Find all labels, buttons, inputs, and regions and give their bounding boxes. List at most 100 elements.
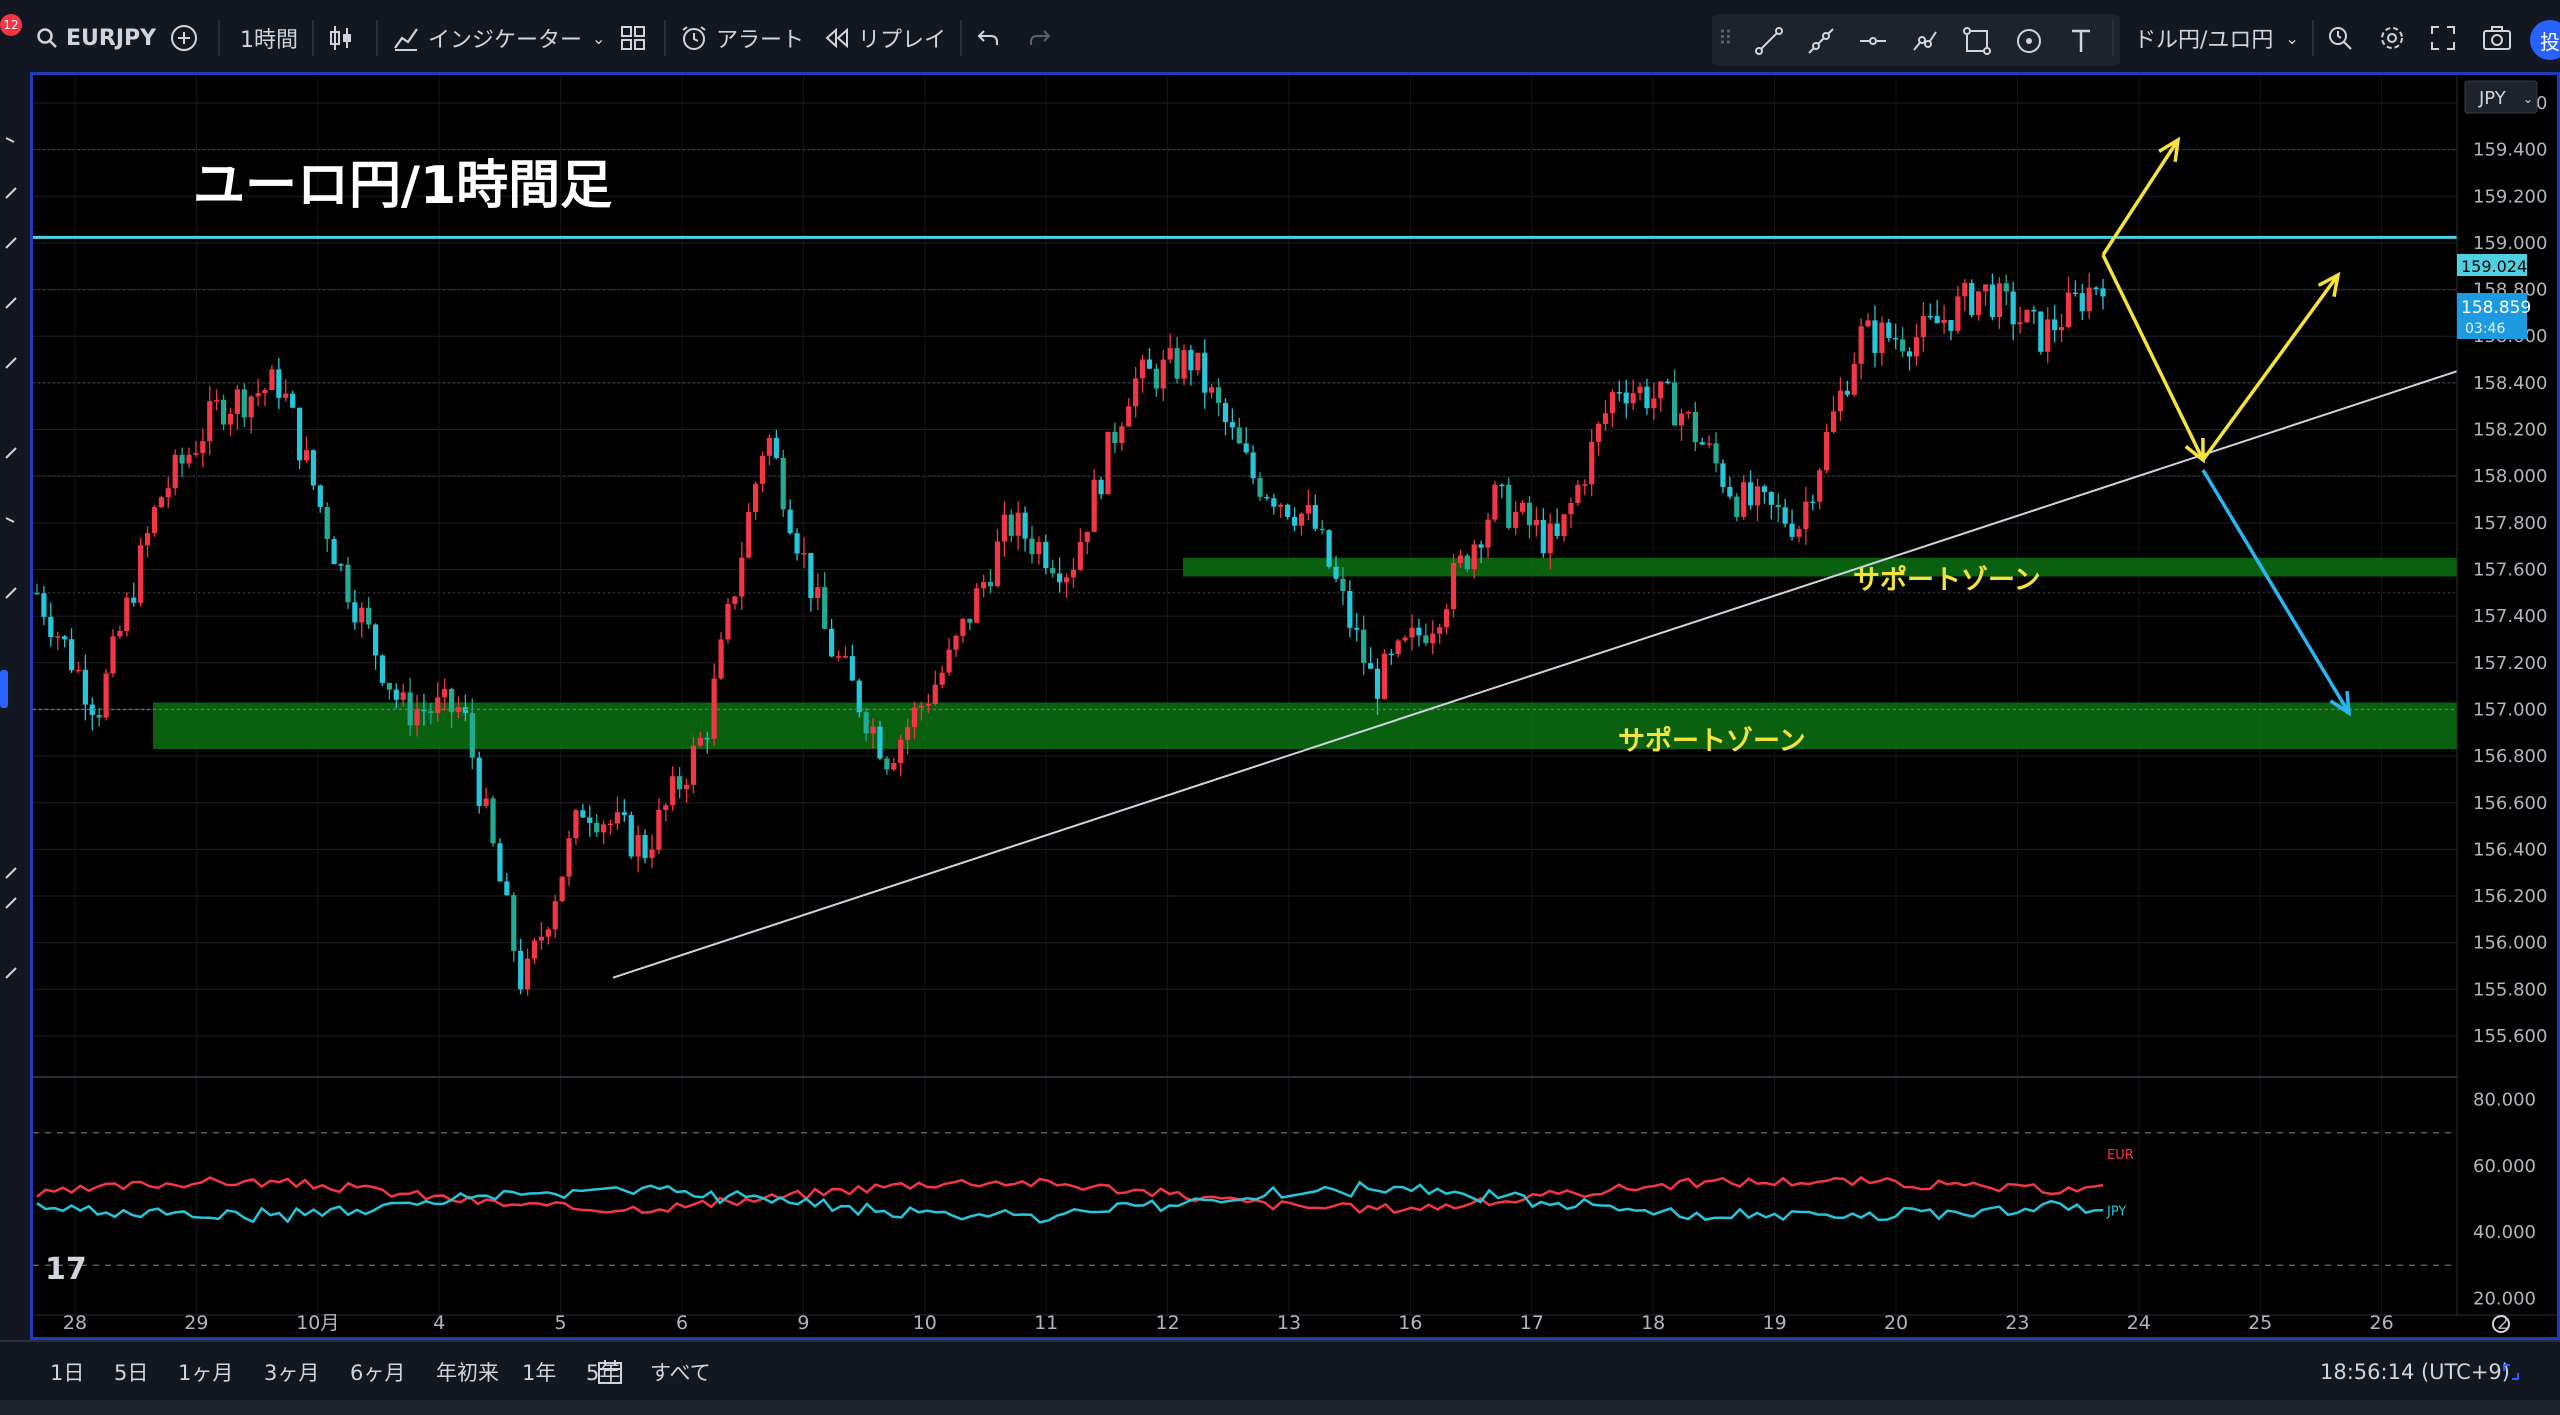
range-button[interactable]: 3ヶ月	[264, 1361, 320, 1385]
indicator-tick-label: 20.000	[2473, 1288, 2536, 1309]
candle-body	[1291, 516, 1298, 526]
rectangle-tool-icon[interactable]	[1962, 26, 1992, 56]
layout-select-button[interactable]: ドル円/ユロ円 ⌄	[2134, 16, 2299, 60]
line-tool-icon[interactable]	[5, 187, 17, 199]
redo-button[interactable]	[1028, 16, 1052, 60]
text-tool-icon[interactable]	[5, 517, 15, 523]
candle-body	[1651, 398, 1657, 409]
candle-body	[524, 958, 531, 990]
candle-body	[1146, 359, 1153, 369]
pattern-tool-icon[interactable]	[5, 297, 17, 309]
candle-body	[200, 441, 206, 454]
candle-body	[1589, 441, 1595, 485]
interval-button[interactable]: 1時間	[240, 28, 298, 53]
settings-button[interactable]	[2378, 16, 2406, 60]
candle-body	[1126, 406, 1132, 427]
chart-type-button[interactable]	[328, 16, 354, 60]
time-tick-label: 12	[1156, 1312, 1180, 1334]
support-zone-lower-label[interactable]: サポートゾーン	[1618, 726, 1806, 757]
candle-body	[455, 707, 462, 712]
indicators-button[interactable]: インジケーター ⌄	[392, 16, 605, 60]
range-button[interactable]: 1年	[522, 1361, 557, 1385]
candle-body	[1782, 507, 1788, 524]
time-tick-label: 23	[2005, 1312, 2029, 1334]
text-tool-icon[interactable]	[2066, 26, 2096, 56]
toolbar-divider	[2112, 20, 2114, 56]
candle-body	[690, 745, 697, 785]
snapshot-button[interactable]	[2482, 16, 2512, 60]
candle-body	[1457, 555, 1463, 564]
candle-body	[366, 607, 372, 625]
trendline-tool-icon[interactable]	[1754, 26, 1784, 56]
layout-templates-button[interactable]	[620, 16, 646, 60]
candle-body	[566, 838, 572, 877]
candle-body	[1298, 513, 1305, 526]
circle-tool-icon[interactable]	[2014, 26, 2044, 56]
currency-selector[interactable]: JPY ⌄	[2464, 80, 2538, 114]
quick-search-button[interactable]	[2326, 16, 2354, 60]
projection-arrow-down	[2101, 254, 2205, 461]
lock-tool-icon[interactable]	[5, 897, 17, 909]
maximize-pane-button[interactable]	[2500, 1352, 2522, 1392]
candle-body	[594, 822, 600, 833]
fullscreen-button[interactable]	[2430, 16, 2456, 60]
candle-body	[442, 688, 448, 698]
range-button[interactable]: 6ヶ月	[350, 1361, 406, 1385]
tradingview-logo[interactable]: 17	[45, 1252, 87, 1287]
range-button[interactable]: 1ヶ月	[178, 1361, 234, 1385]
candle-body	[683, 784, 690, 790]
candle-body	[1209, 387, 1215, 393]
trash-icon[interactable]	[5, 967, 17, 979]
compare-symbol-button[interactable]	[170, 16, 198, 60]
candle-body	[1340, 578, 1346, 592]
candle-body	[1941, 319, 1947, 324]
candle-body	[469, 712, 475, 758]
range-button[interactable]: すべて	[650, 1361, 711, 1385]
ray-tool-icon[interactable]	[1806, 26, 1836, 56]
price-chart[interactable]: 159.600159.400159.200159.000158.800158.6…	[33, 75, 2557, 1337]
candle-body	[248, 396, 254, 418]
candle-body	[1976, 291, 1982, 316]
notification-badge[interactable]: 12	[0, 14, 22, 36]
prediction-tool-icon[interactable]	[5, 357, 17, 369]
chart-settings-button[interactable]	[2492, 1315, 2510, 1333]
current-price-label: 158.859	[2461, 298, 2531, 318]
range-button[interactable]: 年初来	[436, 1361, 499, 1385]
crosshair-tool-icon[interactable]	[5, 137, 15, 143]
candle-body	[607, 823, 614, 826]
candle-body	[518, 950, 524, 990]
candle-body	[193, 453, 199, 455]
candle-body	[1817, 470, 1823, 502]
range-button[interactable]: 5日	[114, 1361, 149, 1385]
publish-button[interactable]: 投	[2530, 20, 2560, 60]
measure-tool-icon[interactable]	[5, 587, 17, 599]
candle-body	[352, 602, 358, 623]
candle-body	[2086, 287, 2092, 312]
candle-body	[2072, 292, 2078, 295]
candle-body	[1913, 337, 1920, 357]
brush-tool-icon[interactable]	[5, 447, 17, 459]
range-button[interactable]: 1日	[50, 1361, 85, 1385]
candle-body	[414, 709, 420, 726]
candle-body	[1029, 538, 1035, 555]
candle-body	[1630, 393, 1636, 404]
support-zone-upper-label[interactable]: サポートゾーン	[1853, 565, 2041, 596]
chart-annotation-title[interactable]: ユーロ円/1時間足	[193, 156, 612, 216]
candle-body	[2058, 327, 2065, 331]
horizontal-line-tool-icon[interactable]	[1858, 26, 1888, 56]
candle-body	[808, 552, 814, 598]
undo-button[interactable]	[976, 16, 1000, 60]
candles	[34, 273, 2106, 996]
candle-body	[448, 688, 455, 712]
magnet-tool-icon[interactable]	[5, 867, 17, 879]
chart-container[interactable]: 159.600159.400159.200159.000158.800158.6…	[30, 72, 2560, 1340]
drag-handle-icon[interactable]: ⠿	[1718, 26, 1733, 50]
fib-tool-icon[interactable]	[5, 237, 17, 249]
symbol-search-button[interactable]: EURJPY	[36, 16, 156, 60]
goto-date-button[interactable]	[596, 1352, 624, 1392]
path-tool-icon[interactable]	[1910, 26, 1940, 56]
candle-body	[670, 776, 676, 806]
alert-button[interactable]: アラート	[680, 16, 804, 60]
replay-button[interactable]: リプレイ	[824, 16, 946, 60]
clock-label[interactable]: 18:56:14 (UTC+9)	[2320, 1360, 2510, 1384]
